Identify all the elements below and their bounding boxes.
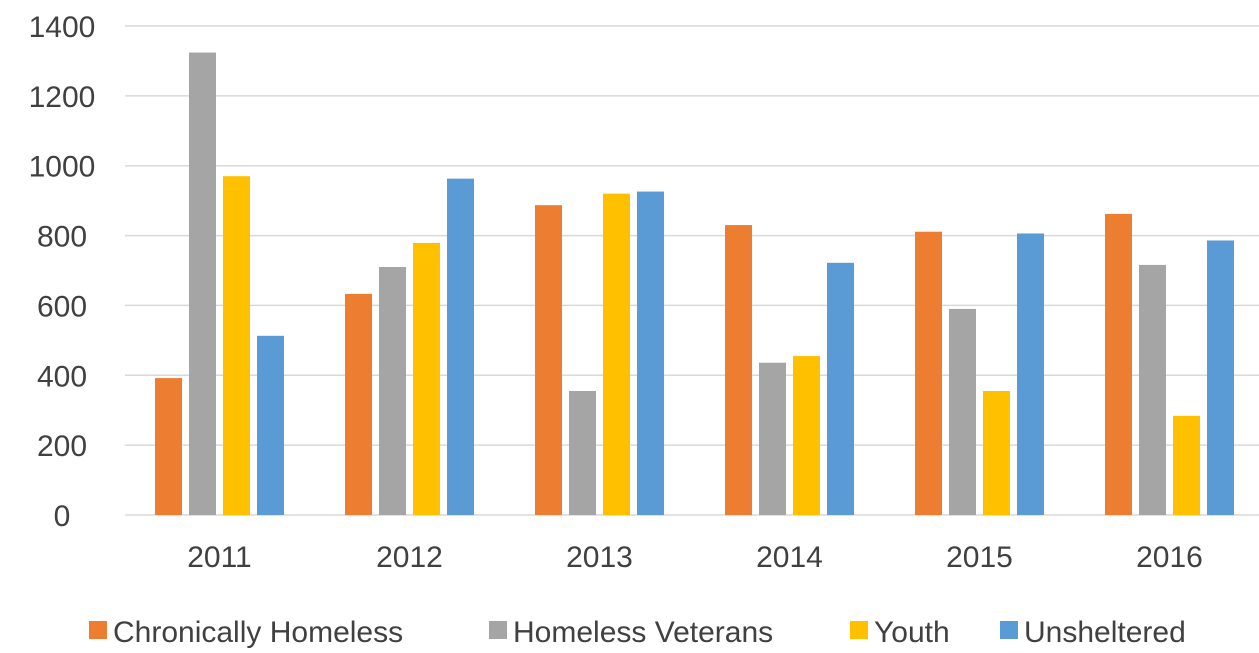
bar-unsheltered-2015 — [1017, 233, 1044, 515]
x-tick-label: 2011 — [187, 541, 252, 574]
legend-item-homeless-veterans: Homeless Veterans — [489, 616, 773, 649]
legend-label: Chronically Homeless — [113, 616, 403, 648]
bar-homeless-veterans-2012 — [379, 267, 406, 515]
legend-swatch — [1000, 621, 1018, 639]
legend: Chronically Homeless Homeless Veterans You… — [89, 616, 1186, 649]
legend-label: Homeless Veterans — [513, 616, 773, 648]
bar-chronically-homeless-2016 — [1105, 213, 1132, 515]
y-tick-label: 1000 — [29, 151, 96, 184]
bar-unsheltered-2011 — [257, 335, 284, 515]
legend-swatch — [489, 621, 507, 639]
x-tick-label: 2016 — [1136, 541, 1203, 574]
bar-youth-2011 — [223, 176, 250, 515]
legend-item-youth: Youth — [850, 616, 950, 649]
bar-youth-2013 — [603, 193, 630, 515]
bar-homeless-veterans-2016 — [1139, 264, 1166, 515]
legend-label: Unsheltered — [1024, 616, 1186, 648]
x-tick-label: 2013 — [566, 541, 633, 574]
bar-unsheltered-2016 — [1207, 240, 1234, 515]
x-tick-label: 2015 — [946, 541, 1013, 574]
x-axis-tick-labels: 2011 2012 2013 2014 2015 2016 — [187, 541, 1203, 574]
bar-youth-2015 — [983, 391, 1010, 515]
bar-chronically-homeless-2013 — [535, 205, 562, 515]
bar-homeless-veterans-2013 — [569, 391, 596, 515]
legend-item-unsheltered: Unsheltered — [1000, 616, 1186, 649]
bars — [155, 52, 1234, 516]
bar-youth-2016 — [1173, 415, 1200, 515]
bar-youth-2014 — [793, 356, 820, 515]
legend-label: Youth — [874, 616, 950, 648]
bar-chronically-homeless-2015 — [915, 231, 942, 515]
bar-unsheltered-2014 — [827, 262, 854, 515]
y-axis-tick-labels: 0 200 400 600 800 1000 1200 1400 — [29, 11, 96, 533]
bar-unsheltered-2012 — [447, 178, 474, 515]
y-tick-label: 400 — [37, 360, 87, 393]
bar-unsheltered-2013 — [637, 191, 664, 515]
y-tick-label: 200 — [37, 430, 87, 463]
bar-homeless-veterans-2014 — [759, 362, 786, 515]
gridlines — [125, 25, 1259, 516]
bar-chronically-homeless-2014 — [725, 225, 752, 516]
y-tick-label: 1400 — [29, 11, 96, 44]
x-tick-label: 2014 — [756, 541, 823, 574]
y-tick-label: 800 — [37, 221, 87, 254]
bar-chronically-homeless-2011 — [155, 378, 182, 515]
y-tick-label: 1200 — [29, 81, 96, 114]
bar-homeless-veterans-2011 — [189, 52, 216, 515]
y-tick-label: 0 — [54, 500, 71, 533]
bar-youth-2012 — [413, 242, 440, 515]
bar-chronically-homeless-2012 — [345, 293, 372, 515]
legend-swatch — [850, 621, 868, 639]
legend-swatch — [89, 621, 107, 639]
bar-homeless-veterans-2015 — [949, 308, 976, 515]
y-tick-label: 600 — [37, 290, 87, 323]
x-tick-label: 2012 — [376, 541, 443, 574]
legend-item-chronically-homeless: Chronically Homeless — [89, 616, 403, 649]
